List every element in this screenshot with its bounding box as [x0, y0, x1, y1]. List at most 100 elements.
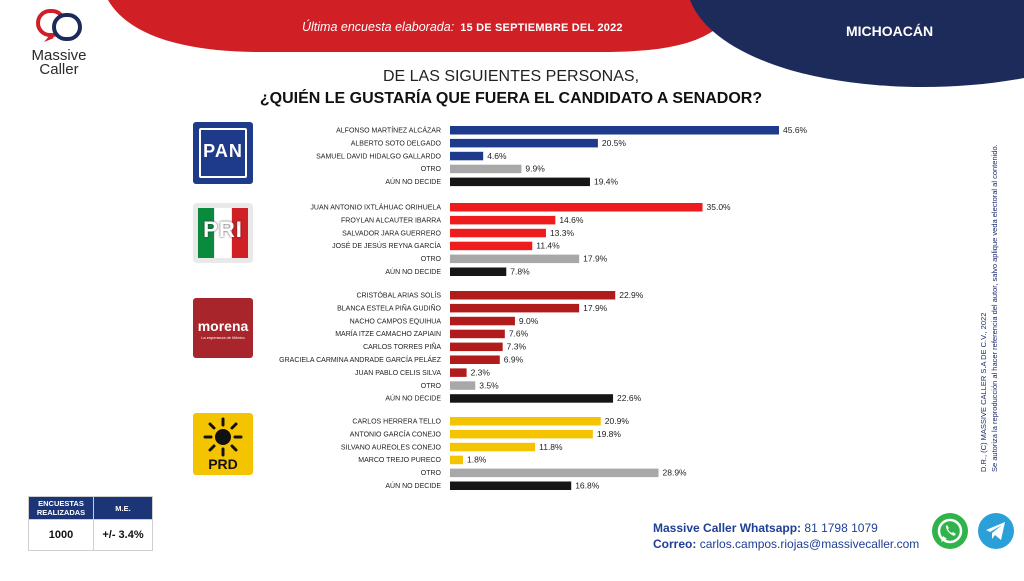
surveys-value: 1000: [28, 519, 94, 551]
bar-label: BLANCA ESTELA PIÑA GUDIÑO: [337, 303, 441, 312]
survey-date: 15 DE SEPTIEMBRE DEL 2022: [460, 22, 623, 34]
massive-caller-logo: Massive Caller: [28, 8, 90, 78]
bar-pan-0: [450, 126, 779, 135]
bar-label: CARLOS TORRES PIÑA: [363, 342, 441, 351]
question-line1: DE LAS SIGUIENTES PERSONAS,: [382, 68, 640, 85]
bar-prd-1: [450, 429, 593, 439]
copyright-line2: Se autoriza la reproducción al hacer ref…: [990, 144, 999, 472]
whatsapp-label: Massive Caller Whatsapp:: [653, 521, 802, 535]
logo-icon: [36, 9, 82, 42]
brand-line1: Massive: [31, 47, 87, 64]
bar-morena-1: [450, 303, 580, 313]
bar-value-label: 28.9%: [663, 468, 688, 478]
email-address[interactable]: carlos.campos.riojas@massivecaller.com: [699, 537, 920, 551]
bar-label: OTRO: [421, 256, 442, 263]
bar-value-label: 19.4%: [594, 177, 619, 187]
bar-value-label: 7.8%: [510, 267, 530, 277]
telegram-icon[interactable]: [976, 511, 1016, 551]
bar-value-label: 9.9%: [525, 164, 545, 174]
bar-pri-1: [450, 215, 556, 225]
bar-value-label: 7.6%: [509, 329, 529, 339]
bar-value-label: 13.3%: [550, 228, 575, 238]
bar-morena-4: [450, 342, 503, 352]
bar-label: OTRO: [421, 383, 442, 390]
pri-logo-text: PRI: [203, 217, 243, 242]
bar-label: NACHO CAMPOS EQUIHUA: [350, 318, 442, 325]
bar-value-label: 35.0%: [707, 202, 732, 212]
bar-label: CRISTÓBAL ARIAS SOLÍS: [356, 291, 441, 300]
prd-logo: PRD: [193, 413, 253, 475]
bar-label: AÚN NO DECIDE: [385, 481, 441, 490]
bar-value-label: 22.9%: [619, 290, 644, 300]
header-navy-band: [690, 0, 1024, 88]
bar-pri-2: [450, 228, 546, 238]
bar-pan-4: [450, 177, 590, 187]
whatsapp-icon[interactable]: [930, 511, 970, 551]
bar-value-label: 6.9%: [504, 355, 524, 365]
bar-label: ALFONSO MARTÍNEZ ALCÁZAR: [336, 126, 441, 135]
bar-label: AÚN NO DECIDE: [385, 177, 441, 186]
pan-logo-text: PAN: [203, 141, 243, 161]
morena-logo-subtext: La esperanza de México: [201, 335, 245, 340]
bar-morena-3: [450, 329, 505, 339]
bar-morena-6: [450, 368, 467, 377]
bar-value-label: 2.3%: [471, 367, 491, 377]
bar-morena-2: [450, 316, 515, 326]
bar-label: AÚN NO DECIDE: [385, 267, 441, 276]
brand-line2: Caller: [39, 61, 79, 78]
bar-label: SALVADOR JARA GUERRERO: [342, 230, 441, 237]
whatsapp-number: 81 1798 1079: [804, 521, 878, 535]
bar-value-label: 9.0%: [519, 316, 539, 326]
bar-pan-2: [450, 151, 484, 161]
bar-value-label: 11.4%: [536, 241, 560, 251]
bar-label: ANTONIO GARCÍA CONEJO: [350, 429, 442, 438]
bar-value-label: 16.8%: [575, 481, 600, 491]
bar-label: OTRO: [421, 166, 442, 173]
survey-metrics-table: ENCUESTAS REALIZADAS M.E. 1000 +/- 3.4%: [28, 496, 153, 551]
bar-label: SAMUEL DAVID HIDALGO GALLARDO: [316, 153, 441, 160]
bar-pri-5: [450, 267, 507, 276]
prd-logo-text: PRD: [208, 456, 238, 472]
bar-value-label: 17.9%: [583, 254, 608, 264]
bar-label: JUAN PABLO CELIS SILVA: [355, 370, 441, 377]
bar-label: OTRO: [421, 470, 442, 477]
bar-value-label: 7.3%: [507, 342, 527, 352]
margin-error-value: +/- 3.4%: [93, 519, 153, 551]
bar-pri-4: [450, 254, 580, 264]
bar-prd-5: [450, 481, 572, 490]
bar-value-label: 4.6%: [487, 151, 507, 161]
pan-logo: PAN: [193, 122, 253, 184]
margin-error-header: M.E.: [93, 496, 153, 520]
bar-label: MARÍA ITZE CAMACHO ZAPIAIN: [335, 329, 441, 338]
bar-value-label: 20.5%: [602, 138, 627, 148]
bar-pan-1: [450, 138, 598, 148]
bar-value-label: 1.8%: [467, 455, 487, 465]
bar-prd-3: [450, 455, 463, 465]
bar-prd-2: [450, 442, 536, 452]
bar-value-label: 17.9%: [583, 303, 608, 313]
bar-pri-0: [450, 203, 703, 212]
bar-value-label: 14.6%: [559, 215, 584, 225]
bar-label: ALBERTO SOTO DELGADO: [351, 140, 442, 147]
bar-value-label: 3.5%: [479, 380, 499, 390]
morena-logo-text: morena: [197, 318, 249, 334]
bar-label: CARLOS HERRERA TELLO: [352, 419, 441, 426]
bar-value-label: 11.8%: [539, 442, 563, 452]
bar-label: GRACIELA CARMINA ANDRADE GARCÍA PELÁEZ: [279, 355, 442, 364]
bar-morena-7: [450, 381, 476, 390]
morena-logo: morena La esperanza de México: [193, 298, 253, 358]
header-banner: [108, 0, 1024, 88]
bar-morena-0: [450, 291, 616, 300]
bar-value-label: 20.9%: [605, 416, 630, 426]
bar-prd-4: [450, 468, 659, 478]
bar-pan-3: [450, 164, 522, 174]
bar-value-label: 19.8%: [597, 429, 622, 439]
bar-label: AÚN NO DECIDE: [385, 394, 441, 403]
pri-logo: PRI: [193, 203, 253, 263]
email-contact: Correo: carlos.campos.riojas@massivecall…: [653, 537, 919, 551]
email-label: Correo:: [653, 537, 697, 551]
bar-label: JOSÉ DE JESÚS REYNA GARCÍA: [332, 241, 441, 250]
header-red-band: [108, 0, 740, 52]
bar-label: FROYLAN ALCAUTER IBARRA: [341, 217, 441, 224]
bar-pri-3: [450, 241, 533, 251]
